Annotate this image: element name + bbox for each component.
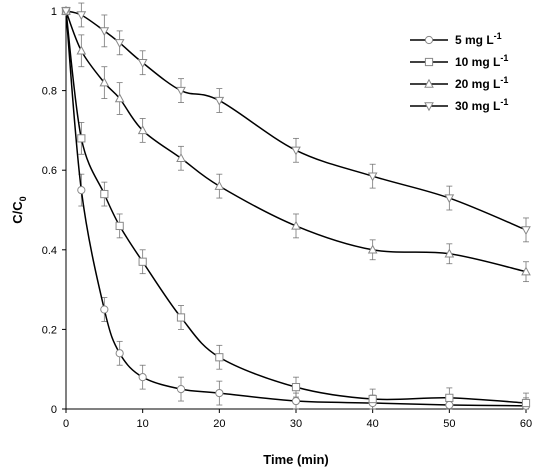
legend-label: 5 mg L-1 — [455, 31, 502, 47]
legend-label-main: 10 mg L — [455, 55, 500, 69]
series-line-2 — [65, 10, 527, 404]
x-ticks: 0 10 20 30 40 50 60 — [63, 409, 532, 430]
data-point-series-1 — [100, 305, 109, 314]
y-axis-title: C/C0 — [10, 196, 28, 223]
legend-label: 20 mg L-1 — [455, 75, 508, 91]
series-lines — [65, 10, 527, 407]
legend-item-4: 30 mg L-1 — [410, 97, 508, 113]
data-point-series-2 — [138, 257, 147, 266]
legend-marker — [424, 78, 434, 88]
data-point-series-4 — [137, 59, 148, 68]
series-line-1 — [65, 10, 527, 407]
data-point-series-2 — [176, 313, 186, 322]
legend-item-1: 5 mg L-1 — [410, 31, 502, 47]
legend-marker — [424, 35, 434, 45]
legend-label: 10 mg L-1 — [455, 53, 508, 69]
x-axis-title: Time (min) — [263, 452, 329, 467]
y-axis-title-main: C/C — [10, 201, 25, 224]
y-tick-label: 0.2 — [42, 324, 57, 336]
data-point-series-1 — [176, 385, 186, 394]
data-point-series-3 — [444, 248, 455, 258]
legend-label-main: 20 mg L — [455, 77, 500, 91]
data-point-series-4 — [176, 86, 186, 96]
x-tick-label: 20 — [213, 418, 225, 430]
data-point-series-2 — [100, 189, 109, 199]
data-point-series-3 — [367, 244, 378, 254]
legend-label-main: 5 mg L — [455, 33, 494, 47]
data-point-series-1 — [115, 349, 124, 358]
data-point-series-2 — [291, 383, 301, 392]
data-point-series-3 — [76, 45, 87, 55]
data-point-series-3 — [176, 153, 186, 162]
legend-label-superscript: -1 — [500, 53, 508, 63]
x-tick-label: 0 — [63, 418, 69, 430]
data-point-series-1 — [291, 396, 301, 406]
y-tick-label: 0.6 — [42, 165, 57, 177]
y-axis-title-subscript: 0 — [18, 196, 28, 201]
data-point-series-2 — [521, 398, 531, 408]
data-point-series-3 — [114, 93, 125, 103]
data-point-series-3 — [137, 125, 148, 135]
data-point-series-4 — [444, 194, 455, 204]
data-point-series-3 — [521, 266, 531, 276]
x-tick-label: 30 — [290, 418, 302, 430]
data-point-series-4 — [521, 226, 531, 236]
data-point-series-2 — [445, 393, 454, 402]
data-point-series-1 — [215, 388, 224, 398]
y-tick-label: 0.4 — [42, 245, 57, 257]
data-point-series-3 — [291, 220, 301, 230]
data-point-series-3 — [214, 180, 225, 190]
series-markers — [61, 5, 531, 410]
y-tick-label: 0 — [51, 404, 57, 416]
data-point-series-2 — [215, 353, 224, 362]
data-point-series-2 — [115, 221, 124, 231]
data-point-series-1 — [138, 373, 147, 382]
x-tick-label: 60 — [520, 418, 532, 430]
legend: 5 mg L-110 mg L-120 mg L-130 mg L-1 — [410, 31, 508, 113]
data-point-series-4 — [99, 27, 110, 37]
data-point-series-4 — [76, 11, 87, 21]
plot-area: 0 10 20 30 40 50 60 0 0.2 0.4 0.6 0.8 1 — [42, 2, 532, 430]
data-point-series-4 — [367, 172, 378, 182]
legend-label-main: 30 mg L — [455, 99, 500, 113]
legend-label-superscript: -1 — [500, 75, 508, 85]
legend-label-superscript: -1 — [500, 97, 508, 107]
y-tick-label: 1 — [51, 6, 57, 18]
data-point-series-1 — [445, 400, 454, 410]
legend-label-superscript: -1 — [494, 31, 502, 41]
data-point-series-2 — [77, 134, 86, 143]
data-point-series-1 — [77, 186, 86, 195]
legend-label: 30 mg L-1 — [455, 97, 508, 113]
series-line-3 — [65, 10, 527, 273]
y-tick-label: 0.8 — [42, 86, 57, 98]
y-ticks: 0 0.2 0.4 0.6 0.8 1 — [42, 6, 66, 416]
x-tick-label: 40 — [367, 418, 379, 430]
data-point-series-3 — [99, 77, 110, 87]
x-tick-label: 50 — [443, 418, 455, 430]
legend-marker — [424, 102, 434, 112]
legend-marker — [424, 57, 434, 67]
data-point-series-4 — [214, 96, 225, 106]
data-point-series-4 — [61, 7, 71, 17]
data-point-series-4 — [114, 39, 125, 49]
legend-item-2: 10 mg L-1 — [410, 53, 508, 69]
data-point-series-4 — [291, 146, 301, 156]
data-point-series-2 — [368, 394, 377, 404]
legend-item-3: 20 mg L-1 — [410, 75, 508, 91]
x-tick-label: 10 — [137, 418, 149, 430]
